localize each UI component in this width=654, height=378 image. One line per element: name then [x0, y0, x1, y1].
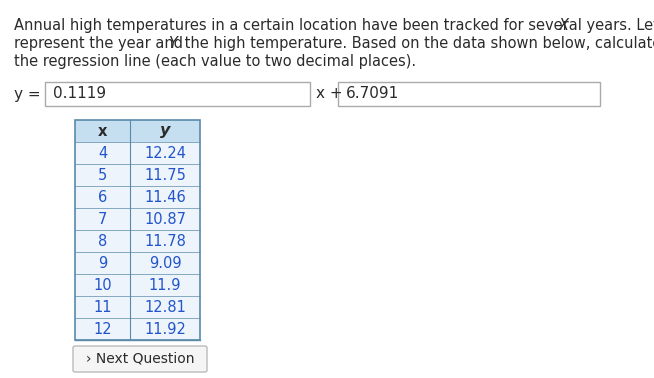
Text: 12.81: 12.81: [144, 299, 186, 314]
Text: 0.1119: 0.1119: [53, 87, 106, 102]
Text: 9.09: 9.09: [148, 256, 181, 271]
Text: x: x: [98, 124, 107, 138]
Bar: [75, 230, 200, 252]
Text: x +: x +: [316, 87, 347, 102]
Text: the regression line (each value to two decimal places).: the regression line (each value to two d…: [14, 54, 416, 69]
Text: 11.46: 11.46: [144, 189, 186, 204]
Text: 5: 5: [98, 167, 107, 183]
Bar: [75, 120, 200, 142]
Text: y: y: [160, 124, 170, 138]
Bar: [75, 318, 200, 340]
Text: Annual high temperatures in a certain location have been tracked for several yea: Annual high temperatures in a certain lo…: [14, 18, 654, 33]
Text: 11: 11: [94, 299, 112, 314]
Text: 12: 12: [93, 322, 112, 336]
Bar: [338, 82, 600, 106]
Text: 11.78: 11.78: [144, 234, 186, 248]
Text: 9: 9: [98, 256, 107, 271]
Text: 6.7091: 6.7091: [346, 87, 399, 102]
FancyBboxPatch shape: [73, 346, 207, 372]
Text: 4: 4: [98, 146, 107, 161]
Bar: [75, 164, 200, 186]
Bar: [75, 296, 200, 318]
Text: X: X: [559, 18, 569, 33]
Text: represent the year and: represent the year and: [14, 36, 188, 51]
Text: 7: 7: [98, 212, 107, 226]
Text: 8: 8: [98, 234, 107, 248]
Bar: [75, 208, 200, 230]
Text: 11.92: 11.92: [144, 322, 186, 336]
Bar: [75, 252, 200, 274]
Bar: [75, 120, 200, 340]
Text: 11.75: 11.75: [144, 167, 186, 183]
Text: the high temperature. Based on the data shown below, calculate: the high temperature. Based on the data …: [180, 36, 654, 51]
Bar: [75, 142, 200, 164]
Text: 10: 10: [93, 277, 112, 293]
Text: 6: 6: [98, 189, 107, 204]
Text: 11.9: 11.9: [148, 277, 181, 293]
Text: 10.87: 10.87: [144, 212, 186, 226]
Text: y =: y =: [14, 87, 46, 102]
Bar: [45, 82, 310, 106]
Bar: [75, 274, 200, 296]
Bar: [75, 186, 200, 208]
Text: Y: Y: [168, 36, 177, 51]
Text: › Next Question: › Next Question: [86, 352, 194, 366]
Text: 12.24: 12.24: [144, 146, 186, 161]
